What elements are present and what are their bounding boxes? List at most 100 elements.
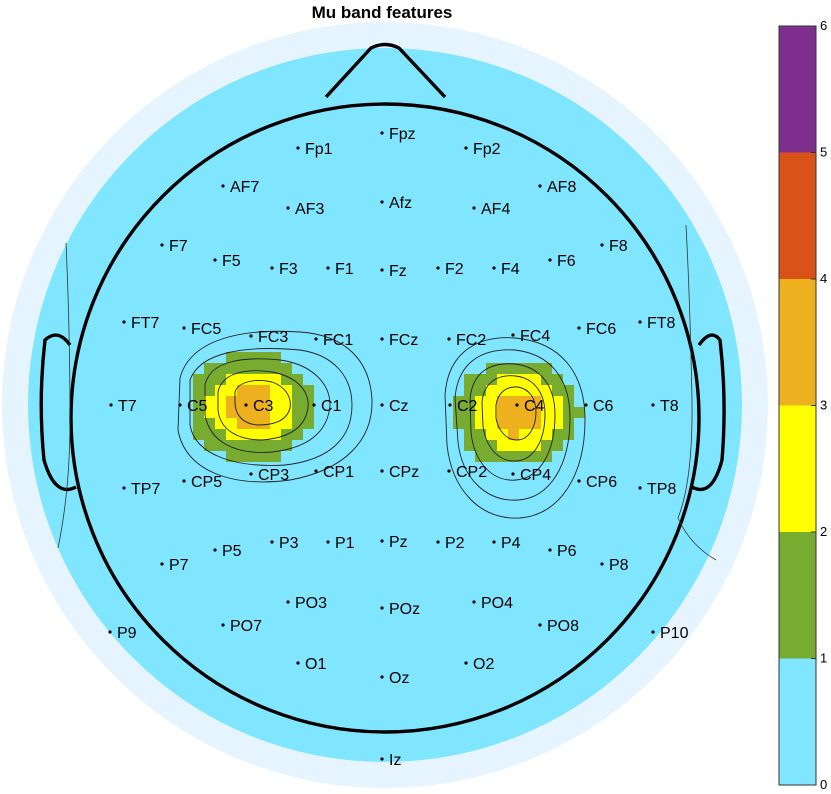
electrode-label: P7 — [169, 557, 189, 574]
field-cell — [541, 385, 552, 396]
field-cell — [541, 407, 552, 418]
electrode-f1: F1 — [326, 261, 354, 278]
electrode-label: CP5 — [191, 474, 222, 491]
electrode-label: Cz — [389, 398, 409, 415]
field-cell — [508, 440, 519, 451]
electrode-dot — [221, 184, 225, 188]
electrode-dot — [447, 337, 451, 341]
field-cell — [530, 396, 541, 407]
electrode-dot — [472, 206, 476, 210]
electrode-dot — [244, 403, 248, 407]
electrode-label: CP4 — [520, 467, 551, 484]
electrode-dot — [296, 146, 300, 150]
field-cell — [204, 374, 215, 385]
electrode-label: Fp1 — [305, 141, 333, 158]
electrode-c2: C2 — [448, 398, 478, 415]
field-cell — [215, 440, 226, 451]
field-cell — [552, 429, 563, 440]
field-cell — [215, 407, 226, 418]
electrode-dot — [312, 403, 316, 407]
field-cell — [248, 418, 259, 429]
field-cell — [193, 374, 204, 385]
electrode-dot — [270, 266, 274, 270]
field-cell — [464, 396, 475, 407]
field-cell — [270, 429, 281, 440]
field-cell — [259, 396, 270, 407]
field-cell — [292, 385, 303, 396]
electrode-label: F1 — [335, 261, 354, 278]
electrode-dot — [270, 540, 274, 544]
electrode-label: CP2 — [456, 464, 487, 481]
electrode-label: Fz — [389, 263, 407, 280]
electrode-dot — [577, 479, 581, 483]
field-cell — [270, 385, 281, 396]
electrode-p10: P10 — [651, 625, 689, 642]
electrode-iz: Iz — [380, 752, 401, 769]
electrode-dot — [492, 540, 496, 544]
field-cell — [508, 429, 519, 440]
field-cell — [552, 385, 563, 396]
field-cell — [226, 396, 237, 407]
field-cell — [259, 352, 270, 363]
field-cell — [464, 385, 475, 396]
electrode-dot — [326, 266, 330, 270]
electrode-p4: P4 — [492, 535, 521, 552]
field-cell — [475, 440, 486, 451]
field-cell — [453, 407, 464, 418]
colorbar-tick-label: 0 — [820, 777, 827, 792]
electrode-cp6: CP6 — [577, 474, 617, 491]
electrode-label: P9 — [117, 625, 137, 642]
field-cell — [259, 385, 270, 396]
field-cell — [475, 385, 486, 396]
field-cell — [519, 440, 530, 451]
electrode-fc4: FC4 — [511, 328, 550, 345]
electrode-f2: F2 — [436, 261, 464, 278]
field-cell — [215, 429, 226, 440]
electrode-poz: POz — [380, 601, 420, 618]
colorbar-tick-label: 1 — [820, 651, 827, 666]
field-cell — [530, 451, 541, 462]
electrode-po3: PO3 — [286, 595, 327, 612]
electrode-label: F8 — [609, 238, 628, 255]
field-cell — [270, 440, 281, 451]
electrode-dot — [380, 337, 384, 341]
electrode-dot — [511, 333, 515, 337]
field-cell — [193, 429, 204, 440]
electrode-dot — [436, 266, 440, 270]
field-cell — [215, 363, 226, 374]
electrode-f6: F6 — [548, 253, 576, 270]
electrode-c3: C3 — [244, 398, 274, 415]
field-cell — [248, 385, 259, 396]
field-cell — [497, 363, 508, 374]
hotspot-c4 — [453, 363, 585, 462]
electrode-c6: C6 — [584, 398, 614, 415]
electrode-label: P10 — [660, 625, 689, 642]
field-cell — [270, 451, 281, 462]
field-cell — [270, 374, 281, 385]
colorbar-tick-label: 4 — [820, 271, 827, 286]
field-cell — [237, 440, 248, 451]
electrode-dot — [638, 320, 642, 324]
field-cell — [270, 352, 281, 363]
electrode-dot — [296, 661, 300, 665]
electrode-cp4: CP4 — [511, 467, 551, 484]
electrode-label: Oz — [389, 670, 409, 687]
electrode-label: FC5 — [191, 321, 221, 338]
field-cell — [475, 396, 486, 407]
electrode-label: PO3 — [295, 595, 327, 612]
electrode-label: FT8 — [647, 315, 676, 332]
electrode-dot — [548, 548, 552, 552]
electrode-label: F7 — [169, 238, 188, 255]
field-cell — [215, 396, 226, 407]
left-guide-line — [57, 242, 71, 549]
electrode-label: PO8 — [547, 618, 579, 635]
field-cell — [497, 418, 508, 429]
electrode-dot — [472, 600, 476, 604]
electrode-o1: O1 — [296, 656, 326, 673]
electrode-label: Afz — [389, 195, 412, 212]
electrode-dot — [380, 469, 384, 473]
electrode-label: F3 — [279, 261, 298, 278]
field-cell — [497, 440, 508, 451]
electrode-dot — [380, 200, 384, 204]
